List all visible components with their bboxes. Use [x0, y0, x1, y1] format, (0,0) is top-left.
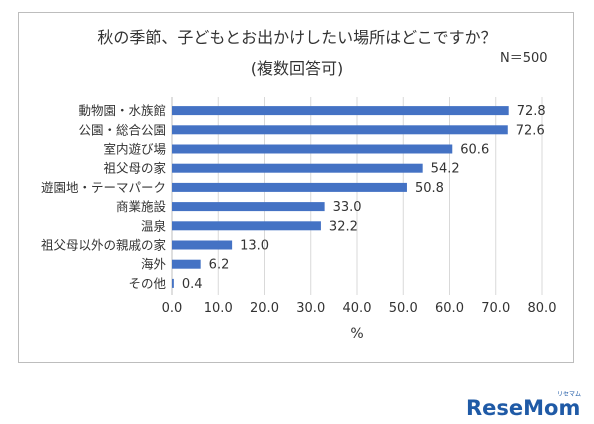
bar — [172, 259, 201, 269]
x-tick-label: 10.0 — [204, 301, 233, 316]
category-label: 動物園・水族館 — [78, 103, 166, 118]
x-tick-label: 40.0 — [343, 301, 372, 316]
bar — [172, 125, 508, 135]
category-label: 公園・総合公園 — [78, 122, 166, 137]
x-axis-title: % — [350, 326, 363, 342]
x-tick-label: 0.0 — [162, 301, 183, 316]
bar — [172, 278, 174, 288]
category-label: 祖父母以外の親戚の家 — [41, 238, 167, 253]
value-label: 13.0 — [240, 239, 269, 254]
bar — [172, 163, 423, 173]
category-label: その他 — [128, 276, 166, 291]
category-label: 遊園地・テーマパーク — [41, 180, 166, 195]
chart-subtitle: (複数回答可) — [250, 59, 344, 78]
sample-size-note: N＝500 — [500, 51, 548, 66]
x-tick-label: 80.0 — [528, 301, 557, 316]
bar — [172, 182, 407, 192]
value-label: 72.6 — [516, 123, 545, 138]
x-tick-label: 20.0 — [250, 301, 279, 316]
bar — [172, 221, 321, 231]
value-label: 50.8 — [415, 181, 444, 196]
bar — [172, 144, 453, 154]
resemom-logo: リセマム ReseMom — [466, 391, 581, 418]
x-tick-label: 30.0 — [296, 301, 325, 316]
bar — [172, 106, 509, 116]
x-tick-label: 70.0 — [481, 301, 510, 316]
bar — [172, 202, 325, 212]
category-label: 祖父母の家 — [103, 161, 166, 176]
value-label: 33.0 — [333, 200, 362, 215]
value-label: 32.2 — [329, 219, 358, 234]
category-label: 室内遊び場 — [103, 142, 166, 157]
x-tick-label: 50.0 — [389, 301, 418, 316]
bar — [172, 240, 233, 250]
category-label: 海外 — [141, 257, 167, 272]
category-label: 商業施設 — [116, 199, 167, 214]
value-label: 6.2 — [209, 258, 230, 273]
value-label: 0.4 — [182, 277, 203, 292]
category-label: 温泉 — [141, 218, 167, 233]
value-label: 60.6 — [460, 143, 489, 158]
chart-title: 秋の季節、子どもとお出かけしたい場所はどこですか？ — [97, 28, 497, 47]
x-tick-label: 60.0 — [435, 301, 464, 316]
logo-ruby: リセマム — [557, 391, 581, 398]
value-label: 54.2 — [431, 162, 460, 177]
value-label: 72.8 — [517, 104, 546, 119]
logo-text: ReseMom — [466, 396, 580, 418]
